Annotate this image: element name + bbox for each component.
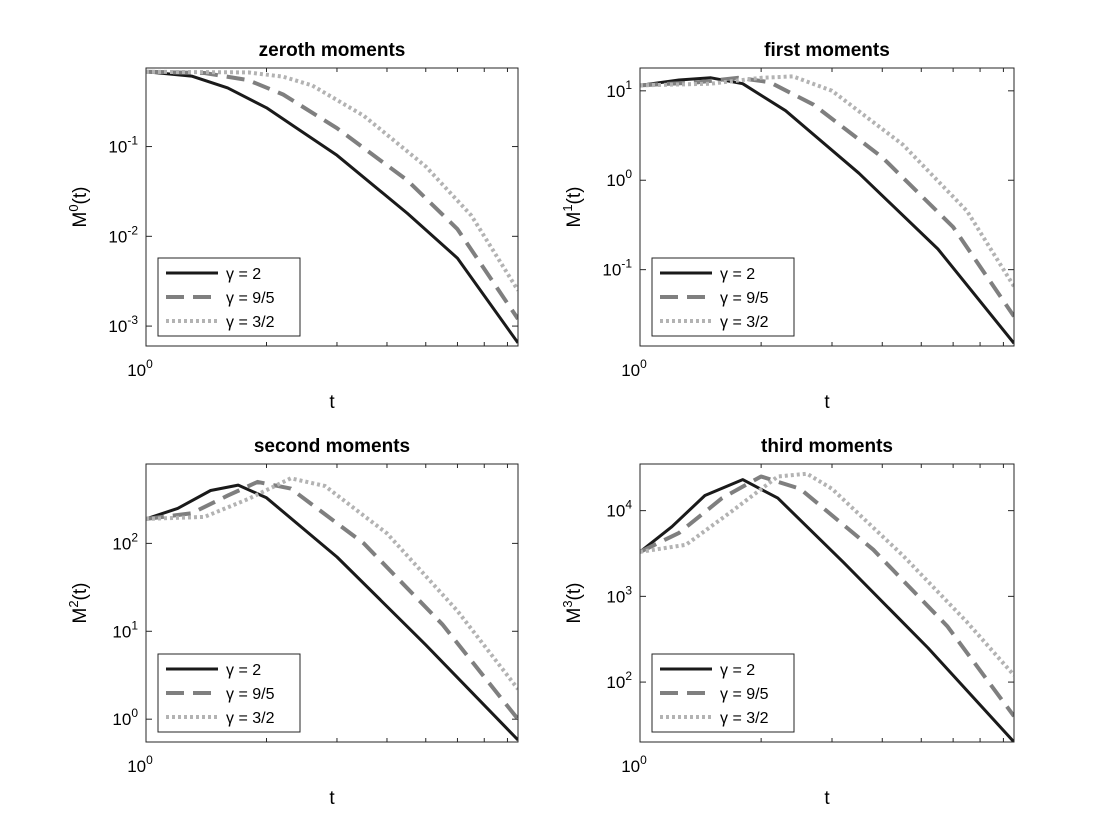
series-line-2 <box>640 471 1014 677</box>
legend-label-1: γ = 9/5 <box>226 290 275 307</box>
y-axis-label: M0(t) <box>66 187 91 228</box>
axes-box <box>639 67 1015 347</box>
y-tick-label: 100 <box>112 706 138 729</box>
y-tick-label: 101 <box>606 78 632 101</box>
legend-label-0: γ = 2 <box>720 662 755 679</box>
legend: γ = 2 γ = 9/5 γ = 3/2 <box>651 653 795 733</box>
series-line-1 <box>640 474 1014 718</box>
x-tick-label: 100 <box>621 357 647 380</box>
series-line-0 <box>146 483 518 742</box>
y-tick-label: 100 <box>606 167 632 190</box>
legend-label-1: γ = 9/5 <box>720 686 769 703</box>
legend-label-2: γ = 3/2 <box>720 710 769 727</box>
series-line-2 <box>146 476 518 691</box>
legend: γ = 2 γ = 9/5 γ = 3/2 <box>157 257 301 337</box>
y-axis-label: M3(t) <box>560 583 585 624</box>
legend-label-0: γ = 2 <box>226 266 261 283</box>
y-tick-label: 103 <box>606 583 632 606</box>
series-line-2 <box>640 74 1014 288</box>
y-axis-label: M1(t) <box>560 187 585 228</box>
y-tick-label: 102 <box>112 530 138 553</box>
x-axis-label: t <box>824 392 830 413</box>
series-line-1 <box>640 75 1014 318</box>
chart-title: first moments <box>764 40 890 61</box>
legend-label-1: γ = 9/5 <box>720 290 769 307</box>
series-line-2 <box>146 69 518 292</box>
series-line-1 <box>146 69 518 321</box>
legend: γ = 2 γ = 9/5 γ = 3/2 <box>651 257 795 337</box>
y-tick-label: 10-1 <box>602 257 632 280</box>
legend-label-0: γ = 2 <box>720 266 755 283</box>
y-tick-label: 101 <box>112 618 138 641</box>
axes-box <box>145 463 519 743</box>
axes-box <box>145 67 519 347</box>
legend-label-2: γ = 3/2 <box>226 314 275 331</box>
legend-label-2: γ = 3/2 <box>720 314 769 331</box>
series-line-1 <box>146 479 518 721</box>
y-tick-label: 102 <box>606 669 632 692</box>
x-axis-label: t <box>329 392 335 413</box>
y-tick-label: 10-3 <box>108 313 138 336</box>
y-tick-label: 10-1 <box>108 134 138 157</box>
chart-title: third moments <box>761 436 893 457</box>
legend-label-0: γ = 2 <box>226 662 261 679</box>
x-tick-label: 100 <box>621 753 647 776</box>
chart-title: zeroth moments <box>259 40 406 61</box>
x-tick-label: 100 <box>127 357 153 380</box>
subplot-0: 10-1 10-2 10-3 100 zeroth moments t M0(t) γ = 2… <box>66 40 519 413</box>
axes-box <box>639 463 1015 743</box>
legend-label-2: γ = 3/2 <box>226 710 275 727</box>
x-tick-label: 100 <box>127 753 153 776</box>
x-axis-label: t <box>329 788 335 809</box>
legend: γ = 2 γ = 9/5 γ = 3/2 <box>157 653 301 733</box>
y-tick-label: 10-2 <box>108 223 138 246</box>
chart-title: second moments <box>254 436 410 457</box>
y-tick-label: 104 <box>606 498 632 521</box>
y-axis-label: M2(t) <box>66 583 91 624</box>
series-line-0 <box>146 70 518 344</box>
series-line-0 <box>640 76 1014 345</box>
legend-label-1: γ = 9/5 <box>226 686 275 703</box>
x-axis-label: t <box>824 788 830 809</box>
